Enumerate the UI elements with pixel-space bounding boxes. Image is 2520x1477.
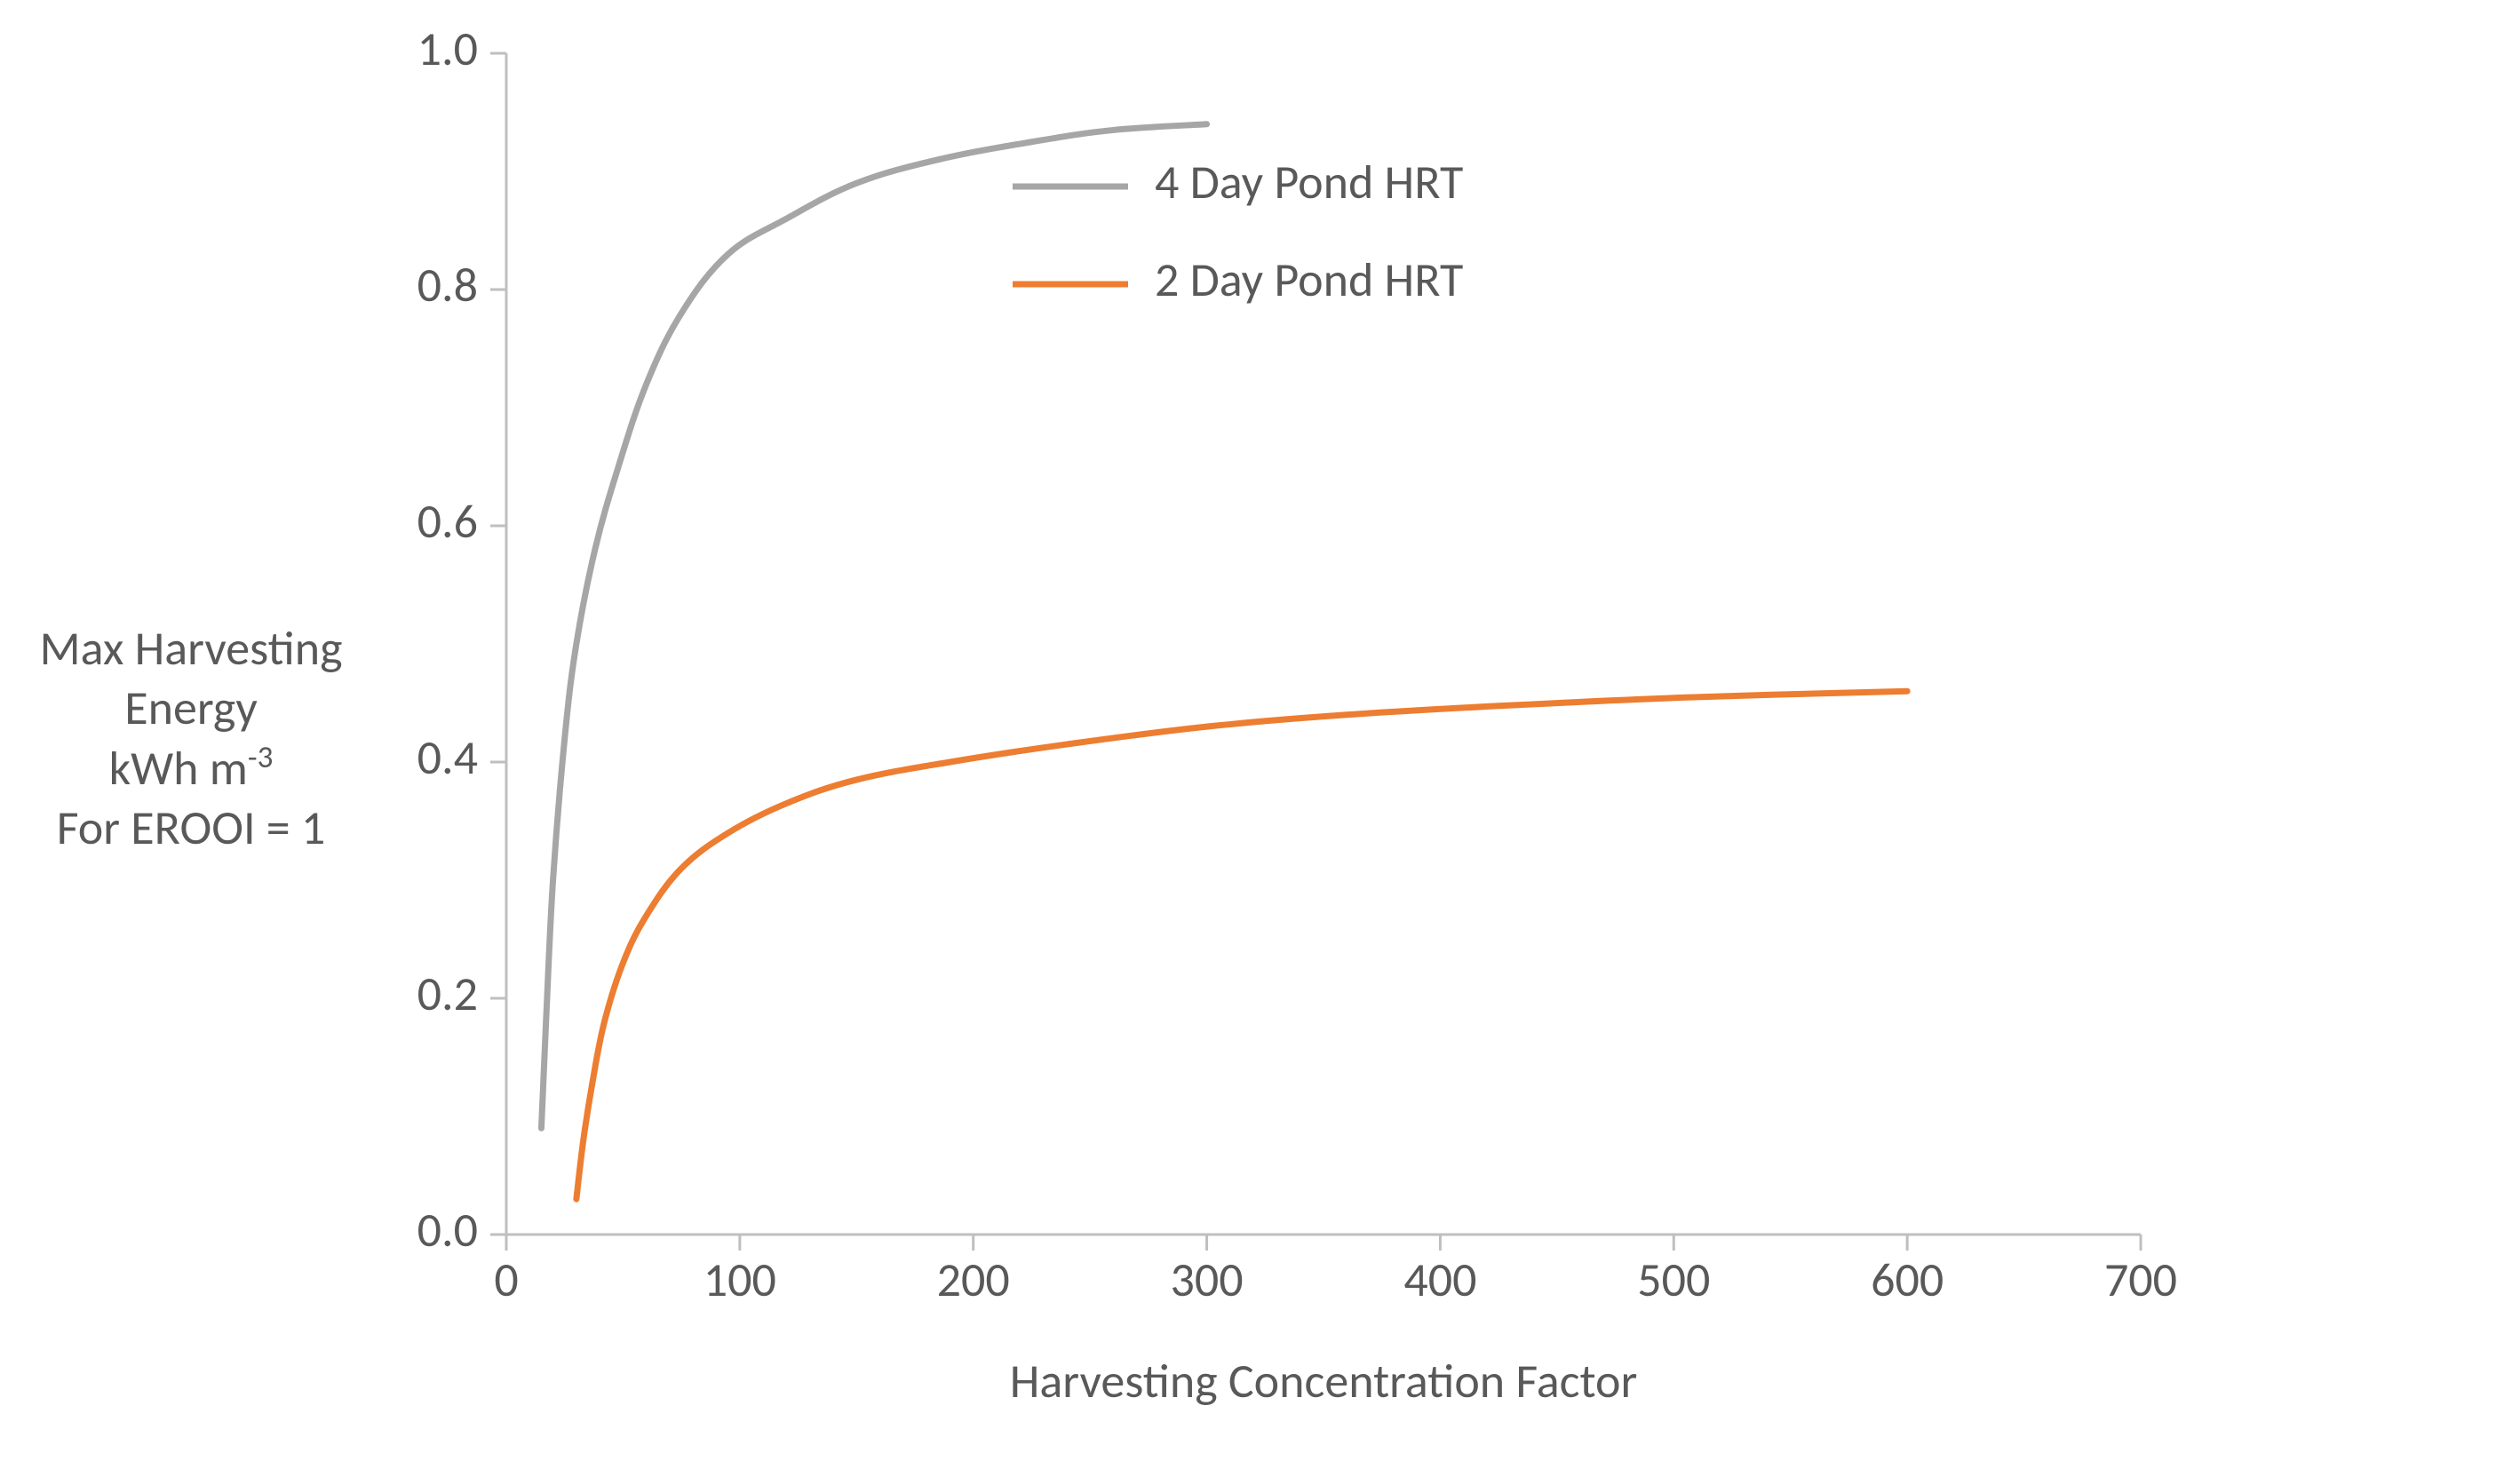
legend-label: 4 Day Pond HRT bbox=[1155, 153, 1463, 211]
x-tick-label: 400 bbox=[1403, 1251, 1476, 1309]
y-tick-label: 0.4 bbox=[417, 728, 478, 787]
series-line bbox=[541, 124, 1206, 1129]
y-tick-label: 0.0 bbox=[417, 1201, 478, 1259]
y-axis-title-line: Energy bbox=[124, 679, 258, 739]
y-axis-title-line: For EROOI = 1 bbox=[57, 798, 326, 859]
y-axis-title-line: kWh m-3 bbox=[109, 739, 274, 799]
x-tick-label: 100 bbox=[704, 1251, 776, 1309]
y-tick-label: 0.6 bbox=[417, 492, 478, 551]
y-tick-label: 1.0 bbox=[417, 20, 478, 78]
x-axis-title: Harvesting Concentration Factor bbox=[1010, 1352, 1638, 1410]
x-tick-label: 0 bbox=[494, 1251, 518, 1309]
legend-label: 2 Day Pond HRT bbox=[1155, 250, 1463, 309]
y-axis-title: Max HarvestingEnergykWh m-3For EROOI = 1 bbox=[0, 0, 382, 1477]
x-tick-label: 600 bbox=[1871, 1251, 1944, 1309]
x-tick-label: 200 bbox=[937, 1251, 1010, 1309]
x-tick-label: 700 bbox=[2104, 1251, 2177, 1309]
chart-plot-area: 0.0 0.2 0.4 0.6 0.8 1.0 0 100 200 300 400 500 600 700… bbox=[382, 0, 2520, 1477]
x-tick-label: 500 bbox=[1637, 1251, 1710, 1309]
chart-figure: Max HarvestingEnergykWh m-3For EROOI = 1… bbox=[0, 0, 2520, 1477]
y-axis-title-line: Max Harvesting bbox=[39, 619, 342, 679]
series-line bbox=[576, 691, 1907, 1199]
y-tick-label: 0.8 bbox=[417, 256, 478, 314]
y-tick-label: 0.2 bbox=[417, 965, 478, 1023]
x-tick-label: 300 bbox=[1171, 1251, 1244, 1309]
